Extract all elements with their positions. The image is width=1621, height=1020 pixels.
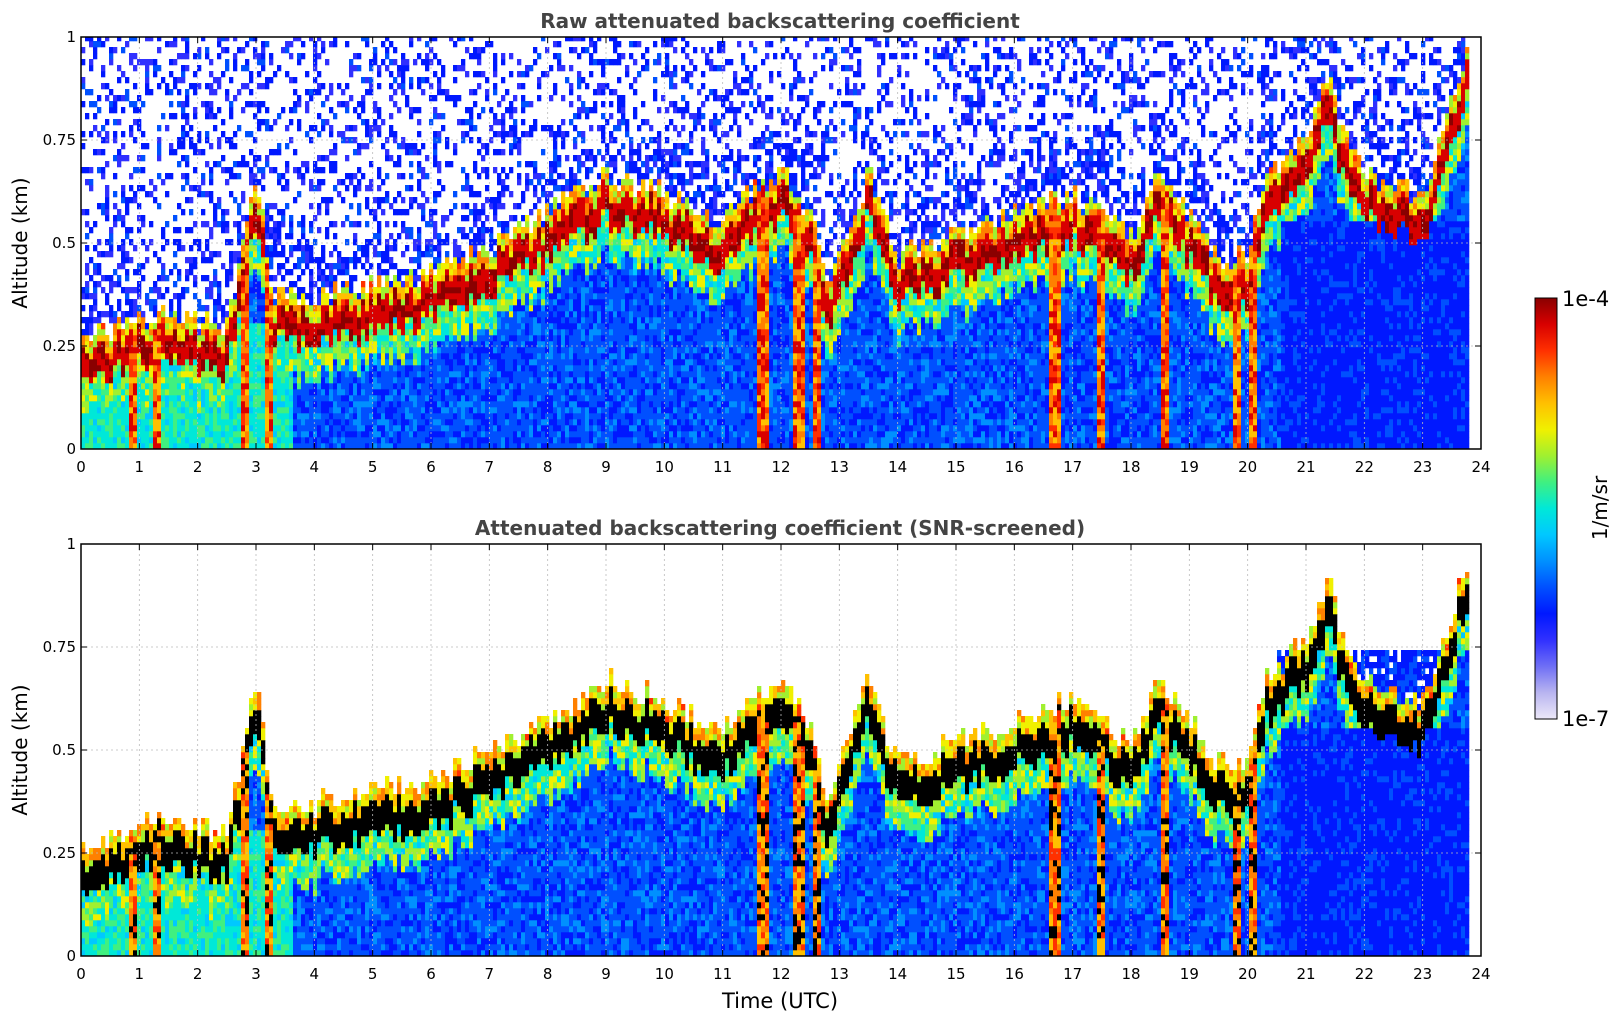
x-tick-label: 19 (1180, 458, 1199, 476)
x-tick-label: 20 (1238, 965, 1257, 983)
x-tick-label: 12 (771, 458, 790, 476)
x-ticks-screened: 0 1 2 3 4 5 6 7 8 9 10 11 12 13 14 15 16 17 18 19 20 21 22 23 24 (76, 544, 1491, 983)
x-tick-label: 24 (1471, 965, 1490, 983)
colorbar-max-label: 1e-4 (1562, 287, 1609, 311)
x-tick-label: 21 (1296, 965, 1315, 983)
x-tick-label: 4 (310, 965, 320, 983)
x-tick-label: 6 (426, 458, 436, 476)
x-tick-label: 12 (771, 965, 790, 983)
x-tick-label: 20 (1238, 458, 1257, 476)
y-tick-label: 0.75 (43, 638, 76, 656)
x-tick-label: 17 (1063, 965, 1082, 983)
x-tick-label: 11 (713, 458, 732, 476)
colorbar-unit-label: 1/m/sr (1588, 475, 1612, 540)
y-axis-label-raw: Altitude (km) (8, 177, 32, 308)
panel-title-raw: Raw attenuated backscattering coefficien… (540, 9, 1020, 33)
x-tick-label: 23 (1413, 458, 1432, 476)
x-tick-label: 22 (1355, 965, 1374, 983)
x-tick-label: 7 (485, 458, 495, 476)
x-tick-label: 7 (485, 965, 495, 983)
grid-screened (81, 544, 1481, 956)
panel-title-screened: Attenuated backscattering coefficient (S… (475, 516, 1085, 540)
y-tick-label: 0.25 (43, 337, 76, 355)
x-tick-label: 16 (1005, 458, 1024, 476)
x-tick-label: 11 (713, 965, 732, 983)
x-tick-label: 22 (1355, 458, 1374, 476)
y-tick-label: 1 (66, 28, 76, 46)
x-tick-label: 10 (655, 965, 674, 983)
x-tick-label: 13 (830, 458, 849, 476)
x-tick-label: 3 (251, 458, 261, 476)
x-tick-label: 9 (601, 965, 611, 983)
x-tick-label: 0 (76, 965, 86, 983)
x-tick-label: 13 (830, 965, 849, 983)
x-tick-label: 14 (888, 965, 907, 983)
x-tick-label: 14 (888, 458, 907, 476)
y-tick-label: 0.5 (52, 234, 76, 252)
x-tick-label: 1 (135, 965, 145, 983)
x-tick-label: 18 (1121, 458, 1140, 476)
x-tick-label: 9 (601, 458, 611, 476)
x-tick-label: 2 (193, 458, 203, 476)
colorbar: 1e-4 1e-7 1/m/sr (1534, 287, 1612, 731)
heatmap-raw (81, 37, 1470, 449)
y-tick-label: 0.5 (52, 741, 76, 759)
y-ticks-raw: 0 0.25 0.5 0.75 1 (43, 28, 1481, 458)
x-tick-label: 6 (426, 965, 436, 983)
x-tick-label: 17 (1063, 458, 1082, 476)
y-tick-label: 0 (66, 947, 76, 965)
y-tick-label: 1 (66, 535, 76, 553)
x-tick-label: 5 (368, 965, 378, 983)
x-tick-label: 10 (655, 458, 674, 476)
y-ticks-screened: 0 0.25 0.5 0.75 1 (43, 535, 1481, 965)
x-ticks-raw: 0 1 2 3 4 5 6 7 8 9 10 11 12 13 14 15 16 17 18 19 20 21 22 23 24 (76, 37, 1491, 476)
x-tick-label: 8 (543, 965, 553, 983)
x-tick-label: 0 (76, 458, 86, 476)
x-tick-label: 3 (251, 965, 261, 983)
colorbar-bar (1534, 297, 1558, 720)
panel-screened: Attenuated backscattering coefficient (S… (8, 516, 1491, 1013)
x-tick-label: 19 (1180, 965, 1199, 983)
grid-raw (81, 37, 1481, 449)
x-tick-label: 4 (310, 458, 320, 476)
x-tick-label: 15 (946, 458, 965, 476)
x-tick-label: 8 (543, 458, 553, 476)
x-tick-label: 21 (1296, 458, 1315, 476)
x-tick-label: 23 (1413, 965, 1432, 983)
x-tick-label: 24 (1471, 458, 1490, 476)
x-tick-label: 1 (135, 458, 145, 476)
y-tick-label: 0 (66, 440, 76, 458)
colorbar-min-label: 1e-7 (1562, 707, 1609, 731)
x-tick-label: 2 (193, 965, 203, 983)
y-tick-label: 0.25 (43, 844, 76, 862)
y-axis-label-screened: Altitude (km) (8, 684, 32, 815)
x-axis-label: Time (UTC) (721, 989, 838, 1013)
x-tick-label: 18 (1121, 965, 1140, 983)
x-tick-label: 15 (946, 965, 965, 983)
y-tick-label: 0.75 (43, 131, 76, 149)
x-tick-label: 16 (1005, 965, 1024, 983)
x-tick-label: 5 (368, 458, 378, 476)
panel-raw: Raw attenuated backscattering coefficien… (8, 9, 1491, 476)
